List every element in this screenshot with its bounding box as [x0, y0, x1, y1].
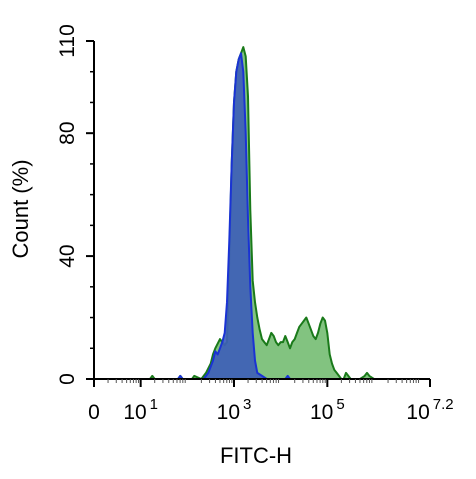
x-tick-label: 10 7.2: [406, 396, 453, 424]
y-tick-label: 0: [56, 373, 79, 385]
histogram-series-1: [149, 46, 375, 380]
x-tick-label: 10 1: [123, 396, 158, 424]
y-axis-title: Count (%): [8, 159, 33, 258]
x-tick-exponent: 1: [150, 396, 158, 413]
axes-layer: [86, 40, 431, 387]
x-tick-exponent: 3: [243, 396, 251, 413]
x-tick-label: 0: [88, 401, 100, 424]
y-tick-label: 80: [56, 122, 79, 145]
x-tick-label: 10 5: [310, 396, 345, 424]
series-layer: [149, 46, 375, 380]
histogram-series-2: [177, 52, 291, 380]
y-tick-label: 110: [56, 24, 79, 57]
x-tick-exponent: 7.2: [433, 396, 454, 413]
x-tick-label: 10 3: [217, 396, 252, 424]
x-axis-title: FITC-H: [220, 443, 292, 468]
y-tick-label: 40: [56, 244, 79, 267]
x-tick-exponent: 5: [336, 396, 344, 413]
